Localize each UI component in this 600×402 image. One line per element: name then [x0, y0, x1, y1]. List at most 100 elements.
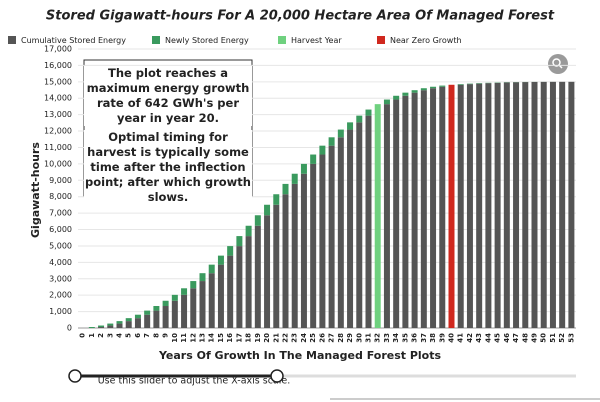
bar	[466, 84, 473, 328]
x-tick-label: 0	[79, 333, 87, 338]
bar	[356, 122, 363, 328]
x-tick-label: 10	[171, 333, 179, 343]
bar	[98, 325, 105, 328]
bar	[439, 86, 446, 328]
x-axis-label: Years Of Growth In The Managed Forest Pl…	[158, 349, 442, 362]
bar	[208, 273, 215, 328]
x-tick-label: 42	[466, 333, 474, 343]
bar	[411, 92, 418, 328]
zoom-icon	[552, 58, 561, 67]
x-tick-label: 31	[365, 333, 373, 343]
bar	[365, 115, 372, 328]
bar	[457, 84, 464, 85]
bar	[116, 323, 123, 328]
x-tick-label: 46	[503, 333, 511, 343]
bar	[319, 154, 326, 328]
bar	[217, 255, 224, 265]
x-tick-label: 38	[429, 333, 437, 343]
bar	[282, 183, 289, 195]
x-tick-label: 21	[272, 333, 280, 343]
x-tick-label: 25	[309, 333, 317, 343]
x-tick-label: 36	[411, 333, 419, 343]
bar	[337, 129, 344, 138]
x-tick-label: 48	[521, 333, 529, 343]
x-tick-label: 20	[263, 333, 271, 343]
bar	[291, 183, 298, 328]
x-tick-label: 40	[448, 333, 456, 343]
y-tick-label: 1,000	[49, 307, 72, 316]
x-tick-label: 11	[180, 333, 188, 343]
y-tick-label: 7,000	[49, 209, 72, 218]
y-tick-label: 12,000	[44, 127, 72, 136]
bar	[217, 264, 224, 328]
bar	[300, 163, 307, 174]
legend-label: Near Zero Growth	[390, 36, 462, 45]
bar	[125, 318, 132, 322]
slider-handle[interactable]	[270, 369, 284, 383]
bar	[568, 81, 575, 328]
bar	[393, 99, 400, 328]
x-tick-label: 29	[346, 333, 354, 343]
x-tick-label: 30	[355, 333, 363, 343]
x-tick-label: 15	[217, 333, 225, 343]
bar	[208, 264, 215, 274]
slider-handle[interactable]	[68, 369, 82, 383]
bar	[430, 86, 437, 89]
bar	[190, 288, 197, 328]
bar	[181, 288, 188, 295]
bar	[98, 327, 105, 328]
bar	[144, 314, 151, 328]
y-tick-label: 9,000	[49, 176, 72, 185]
y-tick-label: 13,000	[44, 110, 72, 119]
bar	[439, 85, 446, 87]
x-tick-label: 18	[245, 333, 253, 343]
chart-title: Stored Gigawatt-hours For A 20,000 Hecta…	[46, 9, 555, 24]
bar	[347, 122, 354, 130]
y-tick-label: 17,000	[44, 45, 72, 54]
bar	[522, 82, 529, 328]
legend-label: Harvest Year	[291, 36, 342, 45]
bar	[264, 204, 271, 216]
bar	[503, 82, 510, 328]
x-tick-label: 43	[475, 333, 483, 343]
zoom-button[interactable]	[548, 54, 568, 74]
x-tick-label: 41	[457, 333, 465, 343]
x-tick-label: 28	[337, 333, 345, 343]
y-tick-label: 16,000	[44, 61, 72, 70]
x-tick-label: 24	[300, 333, 308, 343]
bar	[448, 84, 455, 328]
slider-label: Use this slider to adjust the X-axis sca…	[98, 376, 291, 387]
y-tick-label: 0	[67, 324, 72, 333]
bar	[199, 273, 206, 282]
legend-swatch	[377, 36, 385, 44]
x-tick-label: 6	[134, 333, 142, 338]
legend-label: Newly Stored Energy	[165, 36, 249, 45]
x-tick-label: 45	[494, 333, 502, 343]
bar	[273, 204, 280, 328]
bar	[236, 246, 243, 328]
legend-label: Cumulative Stored Energy	[21, 36, 126, 45]
bar	[134, 318, 141, 328]
x-tick-label: 27	[328, 333, 336, 343]
bar	[383, 99, 390, 105]
bar	[411, 90, 418, 93]
x-tick-label: 49	[531, 333, 539, 343]
bar	[328, 145, 335, 328]
x-tick-label: 17	[235, 333, 243, 343]
bar	[227, 255, 234, 328]
y-tick-label: 2,000	[49, 291, 72, 300]
bar	[531, 81, 538, 328]
bar	[393, 95, 400, 100]
x-tick-label: 37	[420, 333, 428, 343]
x-tick-label: 51	[549, 333, 557, 343]
bar	[356, 115, 363, 123]
x-tick-label: 47	[512, 333, 520, 343]
bar	[236, 236, 243, 247]
bar	[430, 88, 437, 328]
bar	[227, 246, 234, 256]
x-tick-label: 1	[88, 333, 96, 338]
bar	[264, 215, 271, 328]
x-tick-label: 50	[540, 333, 548, 343]
bar	[190, 281, 197, 289]
